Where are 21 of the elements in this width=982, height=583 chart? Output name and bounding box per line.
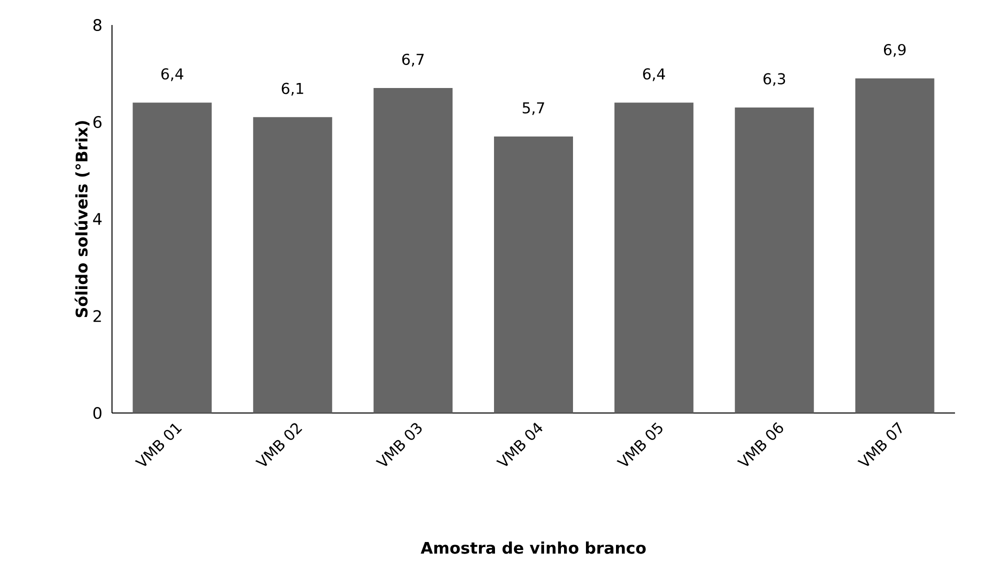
data-label: 6,7 [402,54,424,67]
y-tick-label: 4 [93,213,102,225]
y-tick-label: 8 [93,18,102,32]
bar [132,102,212,413]
data-label: 6,4 [161,68,184,82]
bar [614,102,694,413]
data-label: 6,3 [764,73,786,86]
bar [253,117,332,413]
bar [734,107,814,413]
bar [855,78,934,413]
bar [494,136,574,413]
data-label: 6,9 [884,44,906,57]
data-label: 6,1 [282,82,304,96]
x-axis-title: Amostra de vinho branco [420,542,646,554]
y-tick-label: 2 [94,310,101,322]
bar [374,88,453,413]
y-tick-label: 6 [93,116,102,128]
data-label: 6,4 [643,68,665,82]
y-axis-title: Sólido solúveis (°Brix) [74,121,90,318]
y-tick-label: 0 [93,406,102,420]
data-label: 5,7 [522,102,544,116]
